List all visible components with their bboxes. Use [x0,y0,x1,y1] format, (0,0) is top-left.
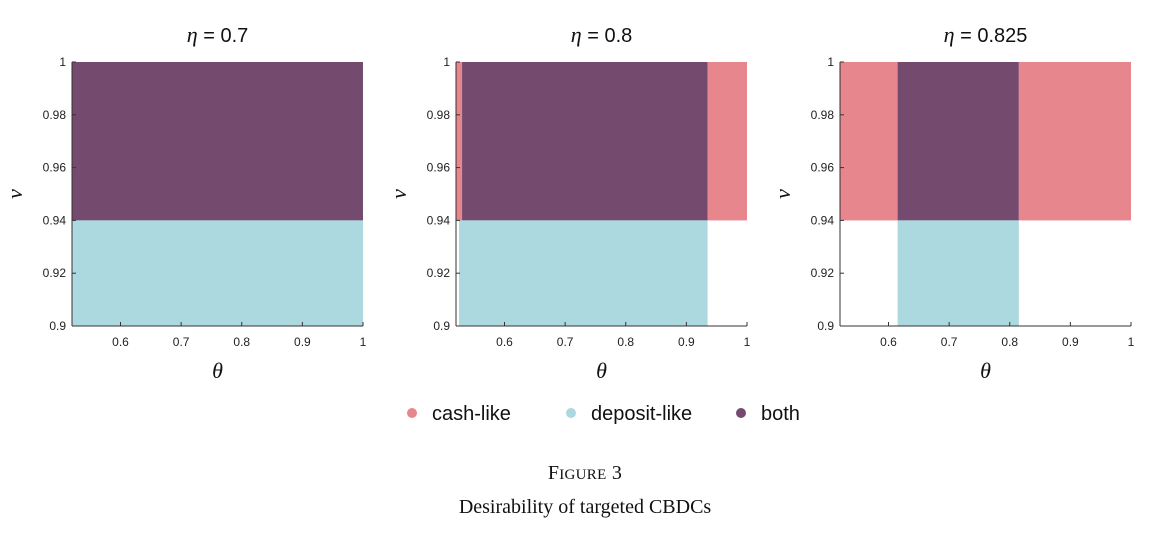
panel-2-region-both [462,62,708,221]
panel-1-region-both [72,62,363,221]
panel-3-x-tick-label: 0.9 [1062,335,1079,349]
panel-3-y-label: ν [770,189,795,199]
legend-label-both: both [761,403,800,425]
panel-1-region-deposit [72,220,363,326]
panel-1-x-tick-label: 0.9 [294,335,311,349]
panel-2-region-cash [456,62,463,221]
panel-1-x-tick-label: 0.6 [112,335,129,349]
panel-2-y-tick-label: 0.92 [427,266,451,280]
panel-2-y-tick-label: 0.96 [427,161,451,175]
panel-2-y-tick-label: 1 [443,55,450,69]
panel-1-y-tick-label: 0.96 [43,161,67,175]
figure-caption: Desirability of targeted CBDCs [458,496,712,518]
panel-3-x-tick-label: 1 [1128,335,1135,349]
panel-1-title: η = 0.7 [187,22,249,47]
panel-2-y-tick-label: 0.98 [427,108,451,122]
panel-1-y-label: ν [2,189,27,199]
figure-label: FIGURE 3 [0,462,1170,485]
panel-3-y-tick-label: 0.98 [811,108,835,122]
panel-3-title: η = 0.825 [944,22,1028,47]
panel-2-x-tick-label: 1 [744,335,751,349]
panel-3-y-tick-label: 0.9 [817,319,834,333]
panel-2-region-deposit [459,220,708,326]
panel-3-y-tick-label: 0.92 [811,266,835,280]
panel-1-y-tick-label: 0.92 [43,266,67,280]
panel-2-y-label: ν [386,189,411,199]
panel-3-y-tick-label: 0.96 [811,161,835,175]
panel-1-x-tick-label: 0.8 [233,335,250,349]
panel-2-x-tick-label: 0.8 [617,335,634,349]
panel-3-x-label: θ [980,358,991,383]
panel-1-x-tick-label: 1 [360,335,367,349]
legend-marker-cash [407,408,417,418]
panel-3-x-tick-label: 0.8 [1001,335,1018,349]
figure-label-rest: IGURE [559,467,607,483]
legend-marker-deposit [566,408,576,418]
panel-3-region-cash [1018,62,1131,221]
panel-2-x-tick-label: 0.9 [678,335,695,349]
panel-2-region-cash [707,62,747,221]
panel-3-x-tick-label: 0.6 [880,335,897,349]
panel-3-y-tick-label: 0.94 [811,213,835,227]
panel-2-y-tick-label: 0.94 [427,213,451,227]
panel-2-x-tick-label: 0.6 [496,335,513,349]
legend-marker-both [736,408,746,418]
panel-1-y-tick-label: 1 [59,55,66,69]
legend-label-deposit: deposit-like [591,403,692,425]
panel-1-x-label: θ [212,358,223,383]
panel-1-y-tick-label: 0.98 [43,108,67,122]
figure-number: 3 [606,462,623,484]
figure-label-initial: F [547,462,560,484]
panel-1-y-tick-label: 0.94 [43,213,67,227]
panel-3-region-both [897,62,1019,221]
panel-1-y-tick-label: 0.9 [49,319,66,333]
panel-2-title: η = 0.8 [571,22,633,47]
panel-3-region-cash [840,62,898,221]
panel-3-y-tick-label: 1 [827,55,834,69]
panel-2-x-tick-label: 0.7 [557,335,574,349]
panel-1-x-tick-label: 0.7 [173,335,190,349]
panel-3-x-tick-label: 0.7 [941,335,958,349]
panel-2-x-label: θ [596,358,607,383]
legend-label-cash: cash-like [432,403,511,425]
panel-2-y-tick-label: 0.9 [433,319,450,333]
panel-3-region-deposit [897,220,1019,326]
